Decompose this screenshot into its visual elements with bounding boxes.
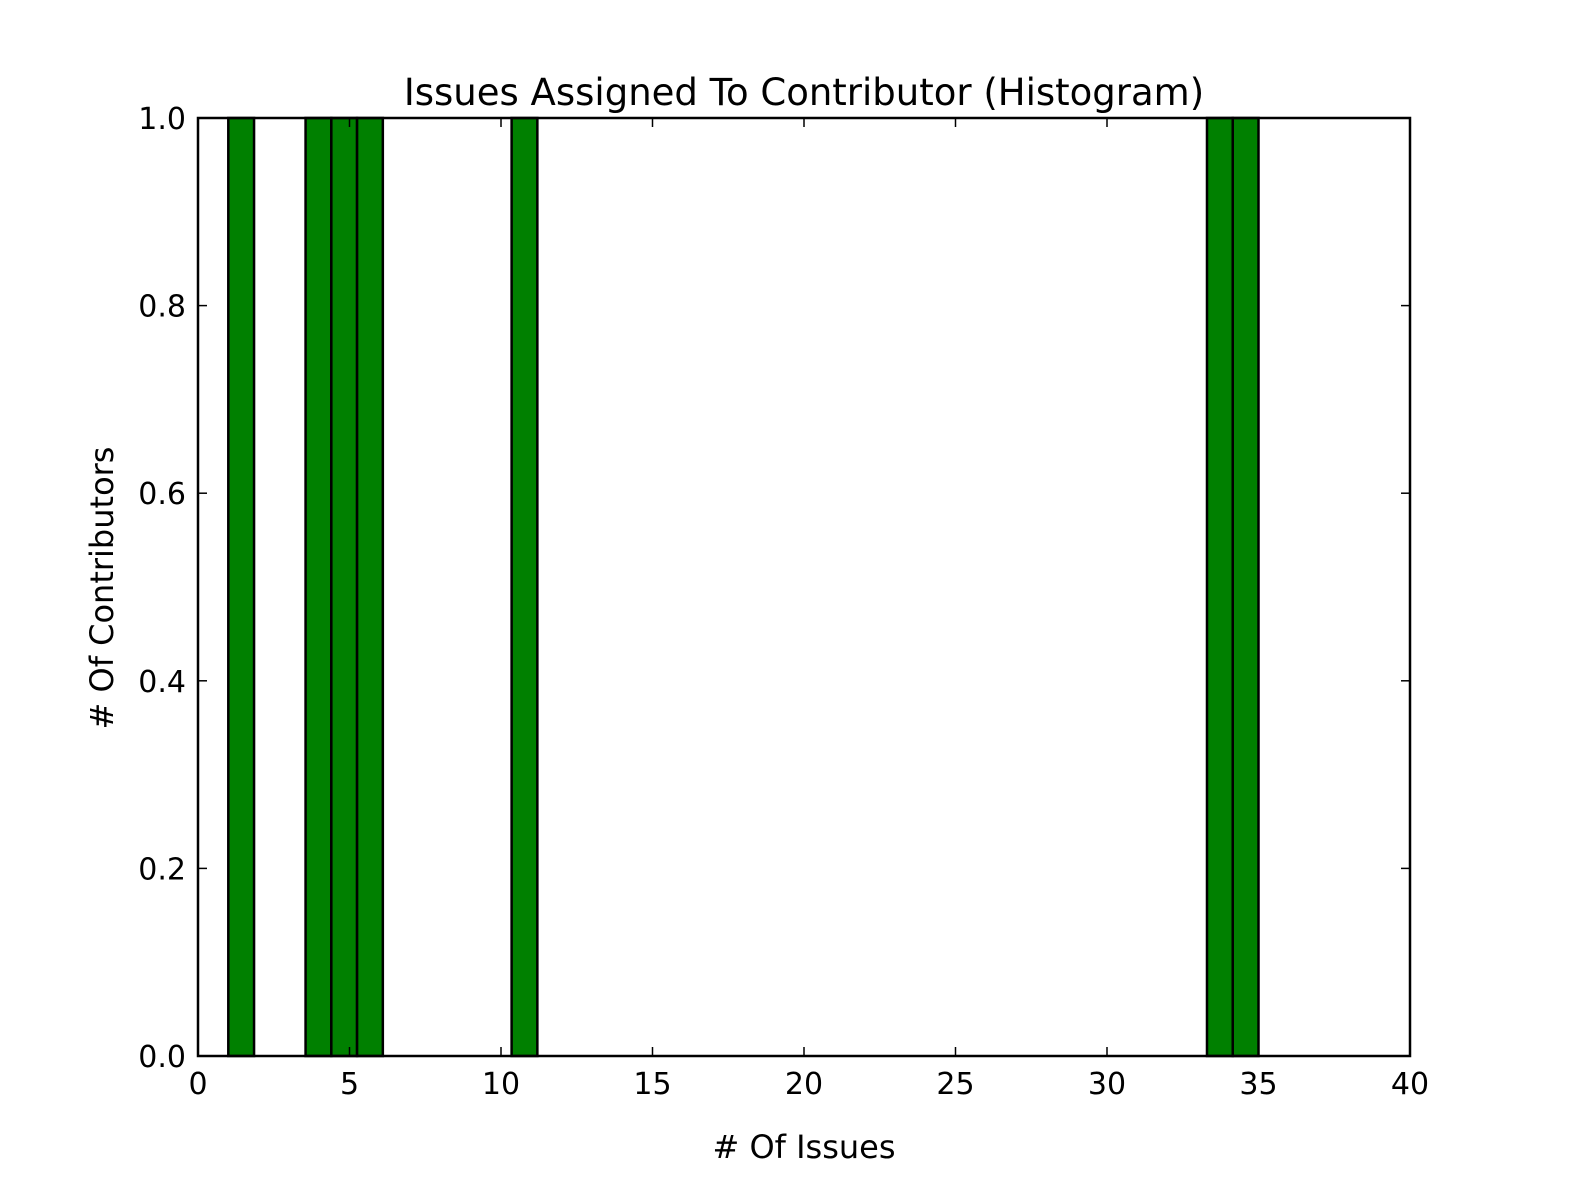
histogram-bar-2 [304, 116, 333, 1058]
plot-frame [196, 116, 1412, 1058]
y-tick-label-0.2: 0.2 [138, 852, 186, 887]
x-axis-label: # Of Issues [712, 1128, 895, 1166]
y-tick-label-0.6: 0.6 [138, 477, 186, 512]
y-tick-label-0.8: 0.8 [138, 290, 186, 325]
x-tick-label-35: 35 [1239, 1067, 1277, 1102]
x-tick-label-5: 5 [340, 1067, 359, 1102]
x-tick-label-30: 30 [1088, 1067, 1126, 1102]
ticks-layer: 0 5 10 15 20 25 30 35 40 0.0 0.2 0.4 0.6 0.8 1.0 [138, 102, 1429, 1102]
x-tick-label-25: 25 [936, 1067, 974, 1102]
histogram-bar-5 [510, 116, 539, 1058]
x-tick-label-0: 0 [188, 1067, 207, 1102]
histogram-bar-6 [1205, 116, 1234, 1058]
histogram-bar-3 [330, 116, 359, 1058]
histogram-bar-4 [355, 116, 385, 1058]
y-axis-label: # Of Contributors [83, 447, 121, 730]
x-tick-label-10: 10 [482, 1067, 520, 1102]
chart-title: Issues Assigned To Contributor (Histogra… [404, 71, 1204, 114]
x-tick-label-20: 20 [785, 1067, 823, 1102]
histogram-bar-7 [1231, 116, 1260, 1058]
x-tick-label-40: 40 [1391, 1067, 1429, 1102]
y-tick-label-0.0: 0.0 [138, 1040, 186, 1075]
histogram-bar-1 [227, 116, 256, 1058]
y-tick-label-1.0: 1.0 [138, 102, 186, 137]
y-tick-label-0.4: 0.4 [138, 665, 186, 700]
x-tick-label-15: 15 [633, 1067, 671, 1102]
bars-layer [227, 116, 1260, 1058]
